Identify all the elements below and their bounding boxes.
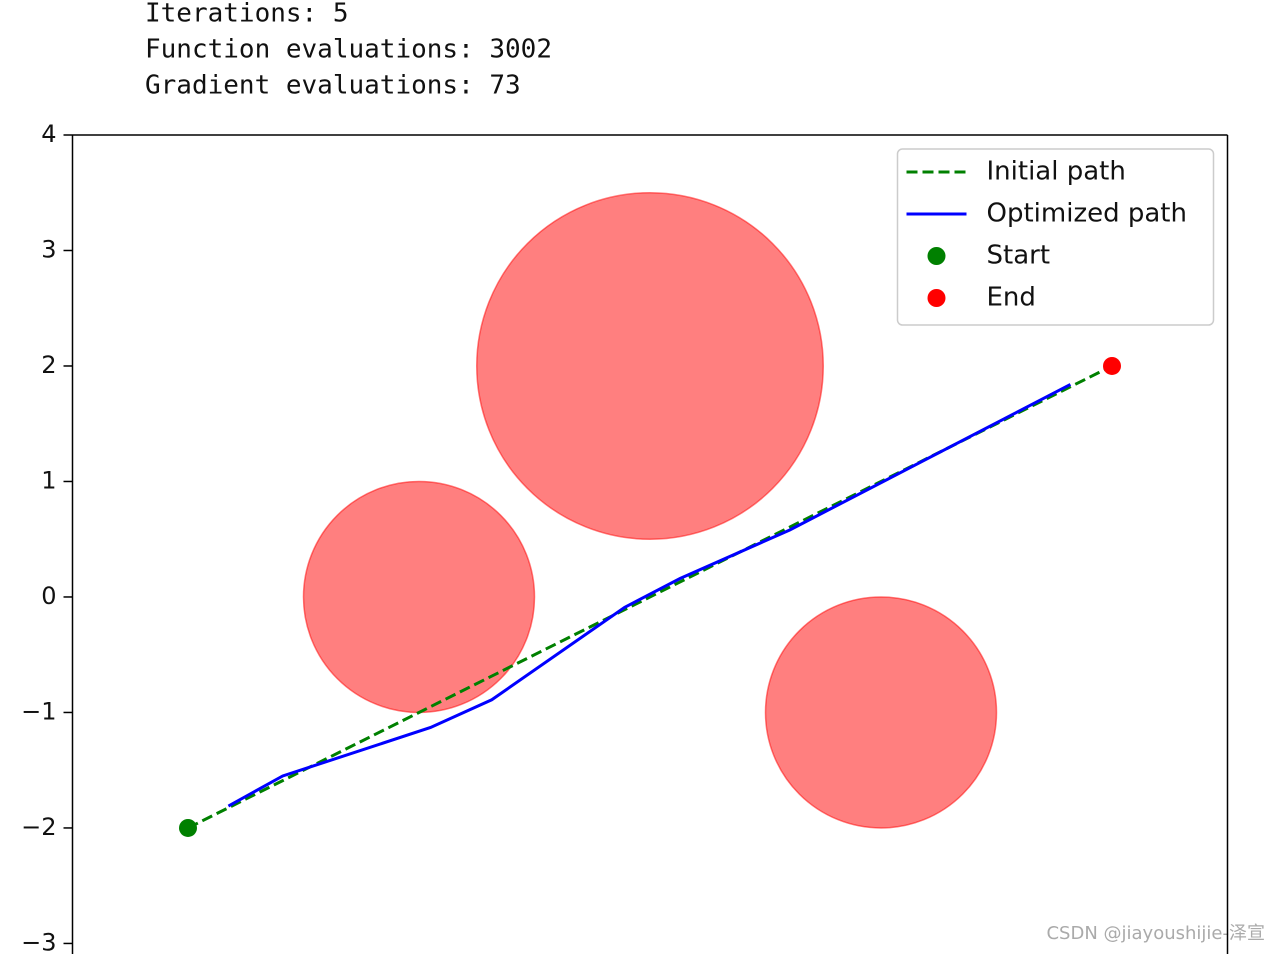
- legend-handle: [927, 247, 946, 265]
- obstacle: [764, 596, 998, 829]
- watermark: CSDN @jiayoushijie-泽宣: [1046, 923, 1265, 944]
- point: [179, 818, 197, 837]
- output-line: Iterations: 5: [145, 0, 349, 29]
- y-tick-label: 0: [41, 582, 56, 610]
- y-tick-label: 3: [41, 235, 56, 263]
- output-line: Function evaluations: 3002: [145, 35, 552, 65]
- y-tick-label: 1: [41, 466, 56, 494]
- obstacle: [476, 191, 824, 540]
- y-tick-label: 4: [41, 120, 56, 148]
- y-tick-label: −2: [21, 813, 56, 841]
- obstacle: [302, 480, 536, 714]
- output-line: Gradient evaluations: 73: [145, 71, 521, 101]
- y-tick-label: 2: [41, 351, 56, 379]
- y-tick-label: −3: [21, 928, 56, 954]
- path-line: [187, 364, 1113, 830]
- legend-label: Optimized path: [987, 199, 1187, 229]
- legend-box: [896, 148, 1215, 326]
- point: [1103, 356, 1121, 375]
- plot-area: [179, 191, 1121, 837]
- y-tick-label: −1: [21, 697, 56, 725]
- legend-handle: [927, 289, 946, 307]
- legend-label: End: [987, 283, 1036, 313]
- legend-label: Start: [987, 241, 1051, 271]
- legend-label: Initial path: [987, 157, 1126, 187]
- path-line: [227, 383, 1072, 808]
